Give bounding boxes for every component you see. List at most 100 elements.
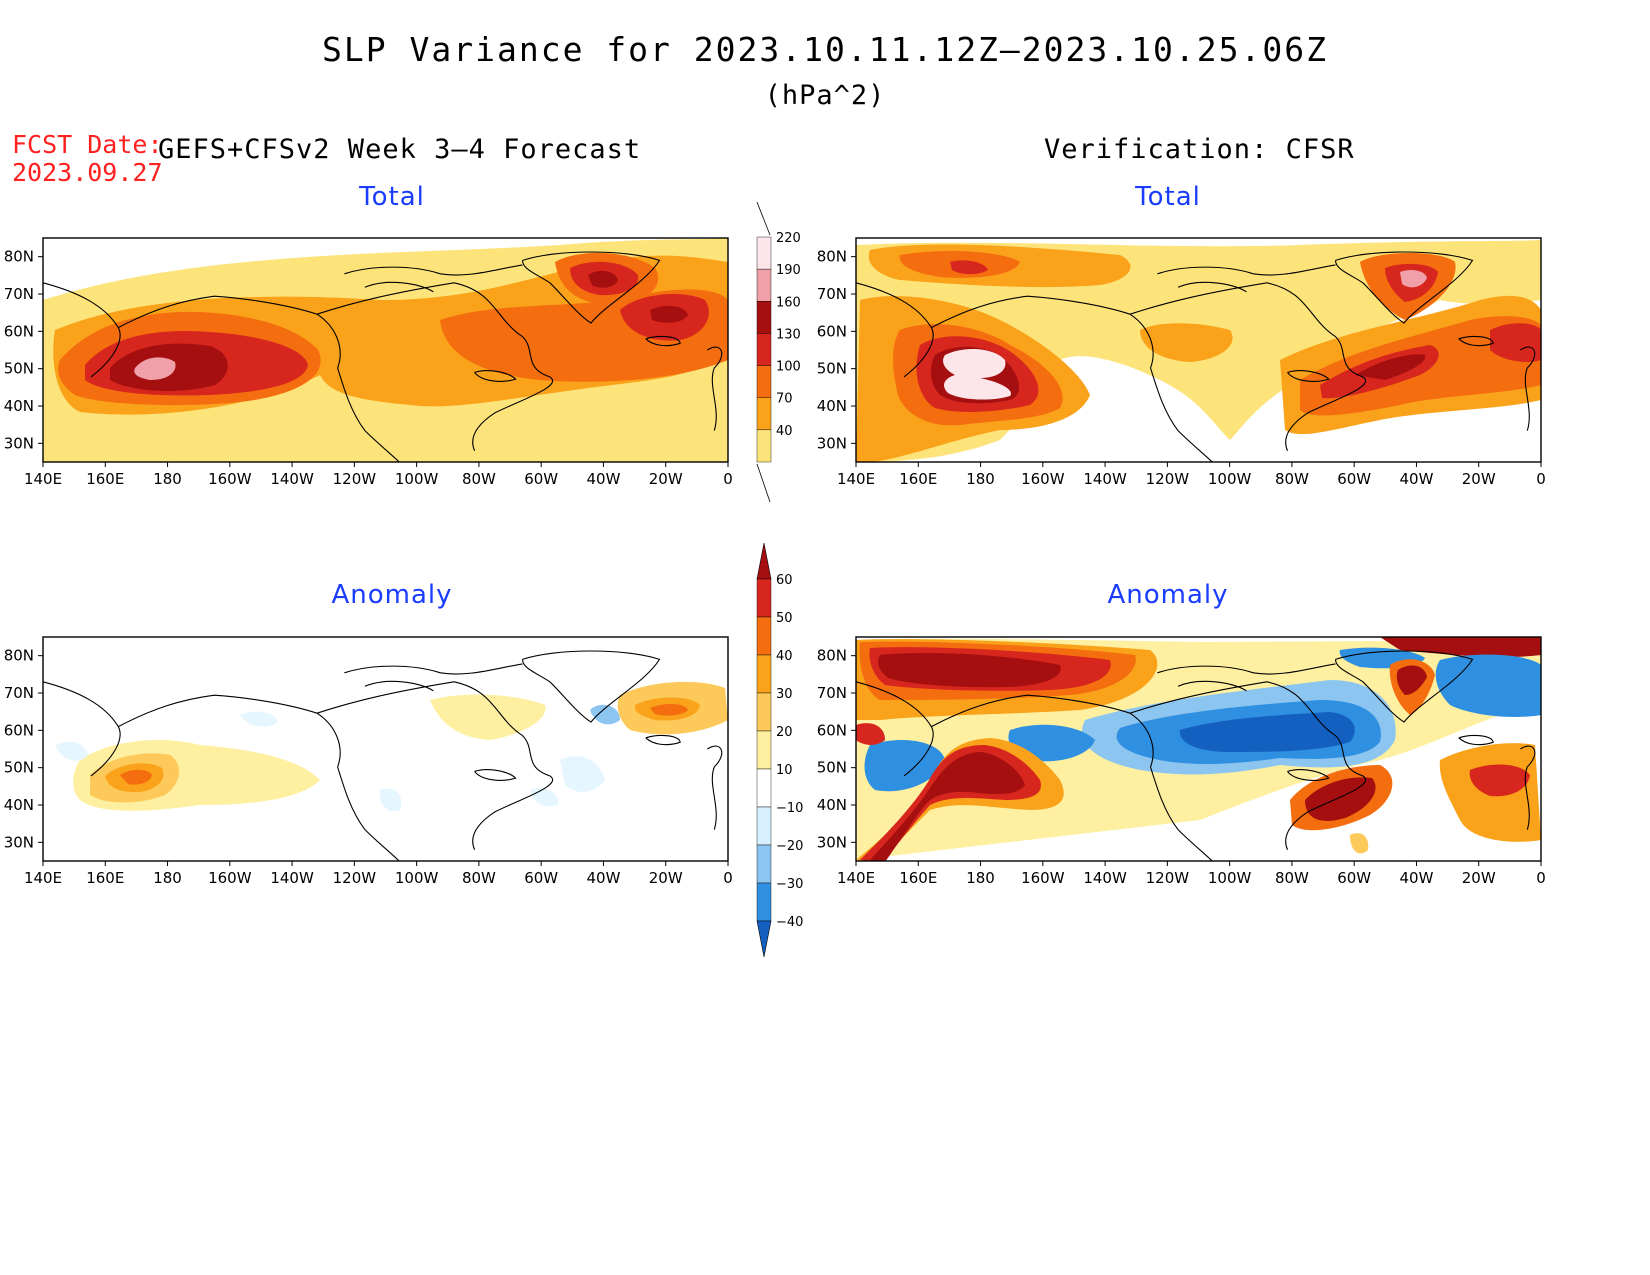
panel-border bbox=[855, 237, 1542, 463]
colorbar-label: 50 bbox=[776, 611, 793, 626]
coastline-2 bbox=[316, 282, 553, 452]
x-tick-label: 160E bbox=[86, 470, 124, 488]
colorbar-cell bbox=[756, 397, 772, 431]
colorbar-cell bbox=[756, 806, 772, 846]
x-tick-label: 40W bbox=[1399, 869, 1433, 887]
coastline-6 bbox=[474, 769, 517, 781]
colorbar-cell bbox=[756, 429, 772, 463]
panel-title-verification-anomaly: Anomaly bbox=[1107, 580, 1229, 610]
coastline-3 bbox=[1157, 663, 1336, 692]
x-tick-label: 80W bbox=[1275, 470, 1309, 488]
panel-frame-verification-total: 140E 160E 180 160W 140W 120W 100W 80W 60W 40W 20W 0… bbox=[817, 237, 1546, 488]
colorbar-label: 70 bbox=[776, 392, 793, 407]
y-tick-label: 40N bbox=[817, 796, 847, 814]
coastline-2 bbox=[1129, 282, 1366, 452]
x-tick-label: 60W bbox=[524, 470, 558, 488]
y-tick-label: 60N bbox=[4, 322, 34, 340]
colorbar-label: 40 bbox=[776, 649, 793, 664]
x-tick-label: 140E bbox=[837, 869, 875, 887]
x-tick-label: 140E bbox=[24, 470, 62, 488]
y-tick-label: 60N bbox=[4, 721, 34, 739]
colorbar-label: −40 bbox=[776, 915, 803, 930]
x-tick-label: 160W bbox=[208, 470, 252, 488]
panel-border bbox=[855, 636, 1542, 862]
coastline-4 bbox=[1334, 650, 1474, 723]
x-tick-label: 0 bbox=[1536, 869, 1546, 887]
x-tick-label: 20W bbox=[1462, 869, 1496, 887]
colorbar-cell bbox=[756, 692, 772, 732]
x-tick-label: 0 bbox=[1536, 470, 1546, 488]
coastline-5 bbox=[1458, 335, 1536, 431]
x-tick-label: 180 bbox=[966, 869, 995, 887]
colorbar-label: 10 bbox=[776, 763, 793, 778]
x-tick-label: 160E bbox=[899, 470, 937, 488]
panel-verification-anomaly bbox=[856, 637, 1541, 861]
x-tick-label: 100W bbox=[395, 470, 439, 488]
x-tick-label: 80W bbox=[462, 470, 496, 488]
coastline-1 bbox=[337, 766, 400, 862]
panel-border bbox=[42, 636, 729, 862]
coastline-2 bbox=[316, 681, 553, 851]
colorbar-label: 40 bbox=[776, 424, 793, 439]
colorbar-cell bbox=[756, 920, 772, 958]
y-tick-label: 70N bbox=[817, 684, 847, 702]
page-title: SLP Variance for 2023.10.11.12Z–2023.10.… bbox=[322, 30, 1328, 69]
shading-forecast-total bbox=[43, 238, 728, 462]
coastline-4 bbox=[521, 251, 661, 324]
coastline-2 bbox=[1129, 681, 1366, 851]
colorbar-cell bbox=[756, 882, 772, 922]
x-tick-label: 160W bbox=[1021, 869, 1065, 887]
y-tick-label: 70N bbox=[4, 285, 34, 303]
x-tick-label: 100W bbox=[1208, 470, 1252, 488]
fcst-date-value: 2023.09.27 bbox=[12, 158, 163, 187]
y-tick-label: 60N bbox=[817, 322, 847, 340]
y-tick-label: 70N bbox=[817, 285, 847, 303]
colorbar-total: 220 190 160 130 100 70 40 bbox=[756, 201, 801, 503]
colorbar-label: −20 bbox=[776, 839, 803, 854]
x-tick-label: 180 bbox=[153, 470, 182, 488]
panel-title-verification-total: Total bbox=[1135, 182, 1201, 212]
coastline-5 bbox=[1458, 734, 1536, 830]
coastline-0 bbox=[855, 282, 1154, 378]
panel-verification-total bbox=[856, 238, 1541, 462]
x-tick-label: 120W bbox=[1146, 869, 1190, 887]
coastline-0 bbox=[42, 681, 341, 777]
x-tick-label: 20W bbox=[1462, 470, 1496, 488]
y-tick-label: 50N bbox=[817, 759, 847, 777]
colorbar-cell bbox=[756, 730, 772, 770]
panel-title-forecast-total: Total bbox=[359, 182, 425, 212]
x-tick-label: 160W bbox=[208, 869, 252, 887]
y-tick-label: 70N bbox=[4, 684, 34, 702]
y-tick-label: 30N bbox=[4, 434, 34, 452]
verification-header: Verification: CFSR bbox=[1044, 134, 1355, 165]
coastline-3 bbox=[344, 264, 523, 293]
x-tick-label: 140W bbox=[1083, 470, 1127, 488]
colorbar-label: 190 bbox=[776, 263, 801, 278]
colorbar-anomaly: 60 50 40 30 20 10 −10 −20 −30 −40 bbox=[756, 542, 803, 958]
x-tick-label: 0 bbox=[723, 869, 733, 887]
x-tick-label: 160E bbox=[899, 869, 937, 887]
x-tick-label: 180 bbox=[153, 869, 182, 887]
coastline-1 bbox=[337, 367, 400, 463]
coastline-3 bbox=[344, 663, 523, 692]
coastline-4 bbox=[521, 650, 661, 723]
y-tick-label: 40N bbox=[4, 796, 34, 814]
coastline-0 bbox=[42, 282, 341, 378]
x-tick-label: 20W bbox=[649, 470, 683, 488]
colorbar-label: 130 bbox=[776, 327, 801, 342]
colorbar-label: 30 bbox=[776, 687, 793, 702]
colorbar-cell bbox=[756, 268, 772, 302]
x-tick-label: 140W bbox=[1083, 869, 1127, 887]
colorbar-cell bbox=[756, 333, 772, 366]
x-tick-label: 140E bbox=[24, 869, 62, 887]
colorbar-cell bbox=[756, 654, 772, 694]
x-tick-label: 80W bbox=[462, 869, 496, 887]
colorbar-label: 20 bbox=[776, 725, 793, 740]
colorbar-cell bbox=[756, 301, 772, 334]
y-tick-label: 30N bbox=[817, 434, 847, 452]
shading-verification-total bbox=[856, 240, 1541, 462]
panel-frame-verification-anomaly: 140E 160E 180 160W 140W 120W 100W 80W 60W 40W 20W 0… bbox=[817, 636, 1546, 887]
colorbar-tip bbox=[756, 201, 771, 236]
coastline-3 bbox=[1157, 264, 1336, 293]
x-tick-label: 60W bbox=[1337, 869, 1371, 887]
